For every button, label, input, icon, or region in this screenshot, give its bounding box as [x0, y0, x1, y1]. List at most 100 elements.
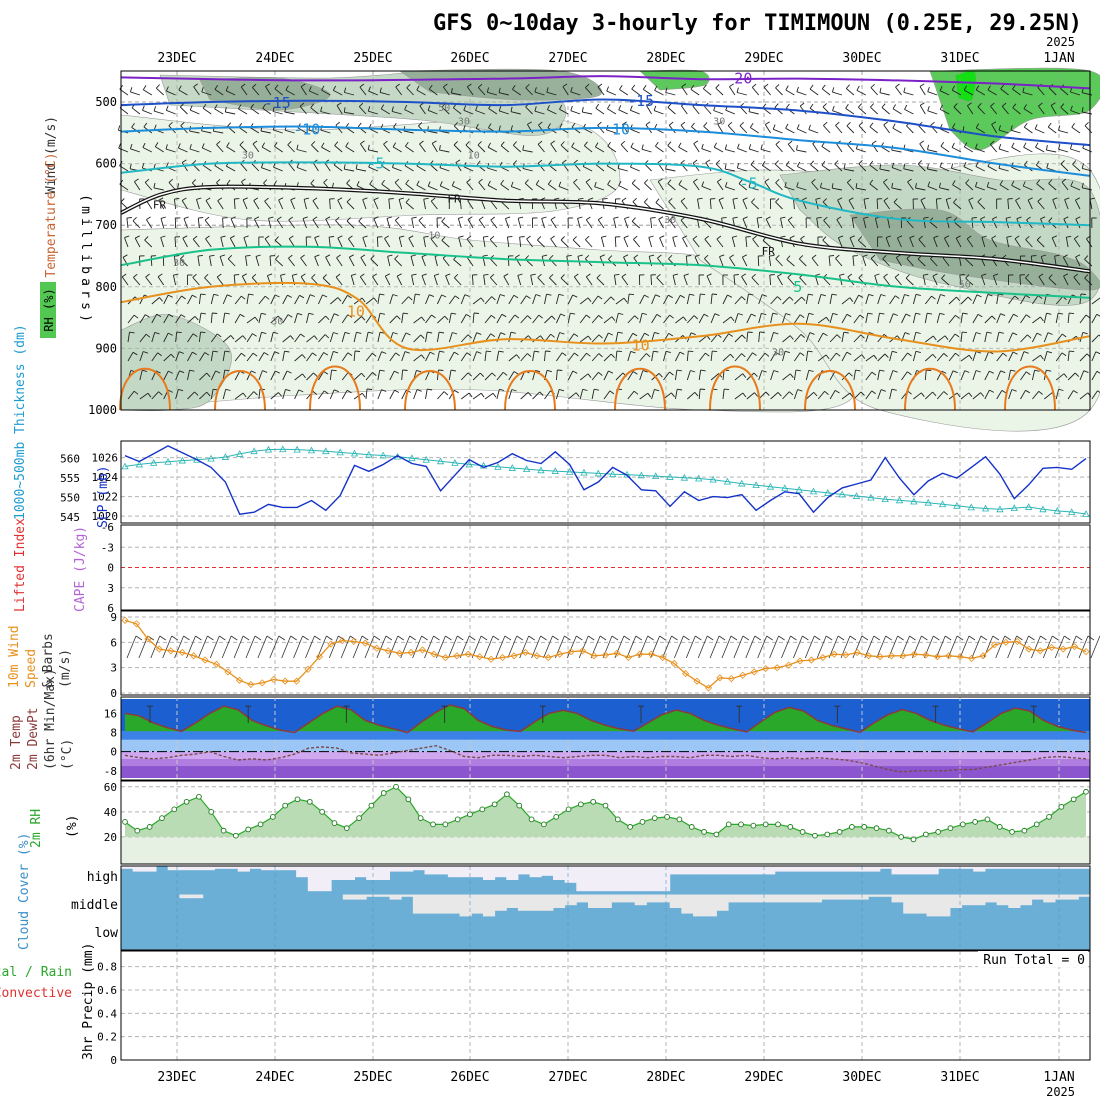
barb-flag — [263, 179, 268, 184]
rh-point — [824, 831, 831, 838]
cloud-mid-cell — [914, 894, 928, 914]
barb — [1091, 371, 1098, 381]
barb10m — [364, 635, 375, 659]
barb-flag — [975, 370, 981, 373]
cloud-high-cell — [833, 866, 846, 872]
barb-flag — [261, 312, 267, 315]
barb — [353, 297, 363, 305]
barb-flag — [1040, 316, 1044, 322]
barb — [793, 198, 795, 210]
barb-flag — [519, 236, 525, 238]
barb-flag — [631, 217, 636, 222]
barb-flag — [657, 178, 663, 182]
wind-border — [120, 610, 1091, 696]
barb-flag — [314, 254, 320, 258]
barb — [121, 276, 129, 286]
barb-flag — [777, 273, 782, 277]
barb — [345, 146, 355, 153]
barb10m-flag — [825, 635, 833, 641]
barb-flag — [570, 86, 573, 92]
barb — [737, 147, 747, 153]
barb-flag — [667, 141, 672, 146]
barb-flag — [194, 316, 199, 321]
barb-flag — [858, 121, 864, 127]
barb — [329, 351, 334, 362]
barb-flag — [465, 314, 471, 318]
rh-label-8: 30 — [271, 317, 283, 328]
rh-point — [245, 826, 252, 833]
rh-point — [541, 821, 547, 828]
barb — [572, 239, 581, 248]
barb — [455, 162, 462, 172]
barb — [229, 237, 236, 248]
barb-flag — [262, 370, 268, 373]
barb — [579, 314, 587, 324]
barb-flag — [370, 255, 375, 260]
wind-tick-3: 0 — [110, 687, 117, 700]
barb-flag — [585, 314, 591, 319]
barb — [416, 89, 426, 96]
barb — [408, 237, 414, 248]
rh-point — [935, 829, 942, 835]
wind-speed-point — [407, 648, 415, 657]
barb — [145, 276, 153, 286]
barb — [336, 257, 343, 267]
barb — [239, 144, 248, 153]
barb — [448, 370, 452, 381]
barb — [734, 334, 743, 343]
wind-label-1: Speed — [24, 649, 39, 688]
barb-flag — [476, 351, 482, 354]
barb-flag — [884, 353, 889, 358]
barb-flag — [323, 178, 328, 183]
barb10m-flag — [266, 635, 274, 641]
barb-flag — [153, 106, 157, 112]
barb — [741, 256, 748, 267]
barb-flag — [789, 235, 795, 239]
barb — [421, 256, 426, 267]
barb — [388, 198, 391, 210]
contour-warm-9 — [1004, 365, 1056, 411]
barb-flag — [769, 254, 775, 257]
barb-flag — [517, 273, 523, 276]
barb — [603, 316, 613, 324]
barb — [603, 296, 612, 305]
thickness-point — [551, 467, 559, 474]
barb — [413, 389, 418, 400]
barb-flag — [395, 352, 400, 357]
barb — [306, 372, 314, 381]
rh-point — [873, 825, 880, 831]
barb — [927, 168, 938, 172]
barb — [939, 90, 950, 96]
barb — [484, 351, 487, 362]
barb — [913, 392, 922, 400]
barb — [784, 186, 795, 191]
barb-flag — [873, 354, 878, 360]
cloud-high-cell — [1019, 866, 1033, 869]
cloud-high-cell — [821, 866, 834, 872]
barb — [559, 108, 569, 115]
cloud-high-cell — [704, 866, 717, 875]
barb — [1055, 373, 1065, 381]
barb — [924, 353, 934, 362]
barb — [796, 186, 807, 191]
barb — [879, 168, 890, 172]
barb — [139, 314, 146, 324]
barb-flag — [764, 178, 770, 183]
barb-flag — [747, 331, 753, 333]
barb-flag — [351, 273, 357, 276]
barb10m-flag — [183, 635, 190, 641]
rh-point — [639, 819, 646, 825]
contour-warm-7 — [804, 370, 856, 411]
barb — [210, 351, 214, 362]
barb-flag — [619, 85, 623, 90]
barb — [384, 238, 391, 248]
barb-flag — [510, 181, 514, 187]
barb-flag — [129, 331, 135, 334]
barb-flag — [337, 197, 343, 201]
barb — [725, 148, 736, 153]
barb — [782, 373, 791, 381]
barb-flag — [155, 84, 161, 89]
barb — [869, 126, 878, 134]
barb — [365, 332, 369, 343]
barb — [163, 370, 169, 381]
